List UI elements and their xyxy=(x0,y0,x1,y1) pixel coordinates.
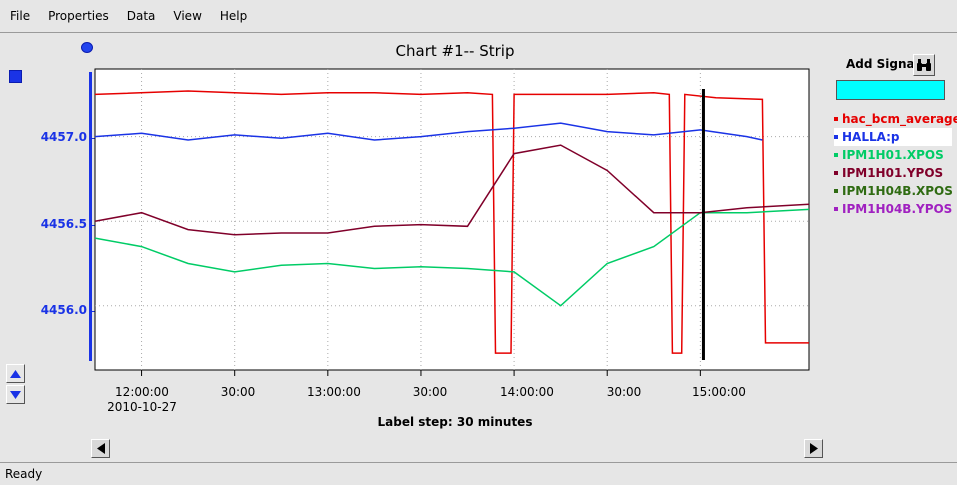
menu-view[interactable]: View xyxy=(173,9,202,23)
series-line xyxy=(94,144,810,236)
menu-help[interactable]: Help xyxy=(219,9,248,23)
menu-file[interactable]: File xyxy=(10,9,31,23)
triangle-right-icon xyxy=(809,443,818,454)
triangle-left-icon xyxy=(96,443,105,454)
chart-marker-icon[interactable] xyxy=(81,42,93,53)
plot-background xyxy=(94,68,810,371)
status-text: Ready xyxy=(5,467,43,481)
legend-item[interactable]: IPM1H04B.YPOS xyxy=(834,200,952,218)
plot-area[interactable] xyxy=(0,34,957,461)
add-signal-input[interactable] xyxy=(836,80,945,100)
legend-swatch xyxy=(834,189,838,193)
status-bar: Ready xyxy=(0,462,957,485)
scroll-right-button[interactable] xyxy=(804,439,823,458)
x-tick-label: 30:00 xyxy=(220,385,256,399)
legend-item[interactable]: hac_bcm_average xyxy=(834,110,957,128)
y-axis-series-icon[interactable] xyxy=(9,70,22,83)
chart-title: Chart #1-- Strip xyxy=(395,42,515,60)
legend-label: IPM1H01.YPOS xyxy=(842,166,944,180)
y-tick-label: 4456.5 xyxy=(40,217,87,231)
triangle-up-icon xyxy=(10,369,21,378)
menu-properties[interactable]: Properties xyxy=(48,9,109,23)
legend-swatch xyxy=(834,135,838,139)
x-tick-label: 15:00:00 xyxy=(692,385,746,399)
legend-swatch xyxy=(834,207,838,211)
scroll-down-button[interactable] xyxy=(6,385,25,404)
y-tick-label: 4456.0 xyxy=(40,303,87,317)
legend-label: HALLA:p xyxy=(842,130,900,144)
label-step: Label step: 30 minutes xyxy=(377,415,533,429)
binoculars-icon xyxy=(917,59,931,71)
y-tick-label: 4457.0 xyxy=(40,130,87,144)
legend-label: hac_bcm_average xyxy=(842,112,957,126)
x-tick-label: 30:00 xyxy=(606,385,642,399)
browse-signals-button[interactable] xyxy=(913,54,935,76)
x-tick-label: 14:00:00 xyxy=(500,385,554,399)
x-tick-label: 13:00:00 xyxy=(307,385,361,399)
chart-area: Chart #1-- Strip 4457.0 4456.5 4456.0 12… xyxy=(0,34,957,461)
menubar: File Properties Data View Help xyxy=(0,0,957,33)
legend-item[interactable]: IPM1H01.YPOS xyxy=(834,164,952,182)
x-tick-label: 12:00:00 xyxy=(115,385,169,399)
menu-data[interactable]: Data xyxy=(126,9,156,23)
legend-swatch xyxy=(834,153,838,157)
legend-swatch xyxy=(834,171,838,175)
legend-item[interactable]: HALLA:p xyxy=(834,128,952,146)
triangle-down-icon xyxy=(10,390,21,399)
legend-label: IPM1H01.XPOS xyxy=(842,148,944,162)
scroll-left-button[interactable] xyxy=(91,439,110,458)
y-tick xyxy=(90,225,95,226)
legend-label: IPM1H04B.XPOS xyxy=(842,184,953,198)
legend-label: IPM1H04B.YPOS xyxy=(842,202,953,216)
series-line xyxy=(94,122,763,141)
x-tick-label: 30:00 xyxy=(412,385,448,399)
x-date-label: 2010-10-27 xyxy=(107,400,177,414)
scroll-up-button[interactable] xyxy=(6,364,25,383)
add-signal-label: Add Signal xyxy=(846,57,919,71)
y-axis-line xyxy=(89,72,92,361)
series-line xyxy=(94,208,810,307)
legend-list: hac_bcm_average HALLA:p IPM1H01.XPOS IPM… xyxy=(834,110,957,218)
series-line xyxy=(94,90,809,354)
legend-item[interactable]: IPM1H01.XPOS xyxy=(834,146,952,164)
y-tick xyxy=(90,311,95,312)
legend-swatch xyxy=(834,117,838,121)
y-tick xyxy=(90,138,95,139)
legend-item[interactable]: IPM1H04B.XPOS xyxy=(834,182,953,200)
